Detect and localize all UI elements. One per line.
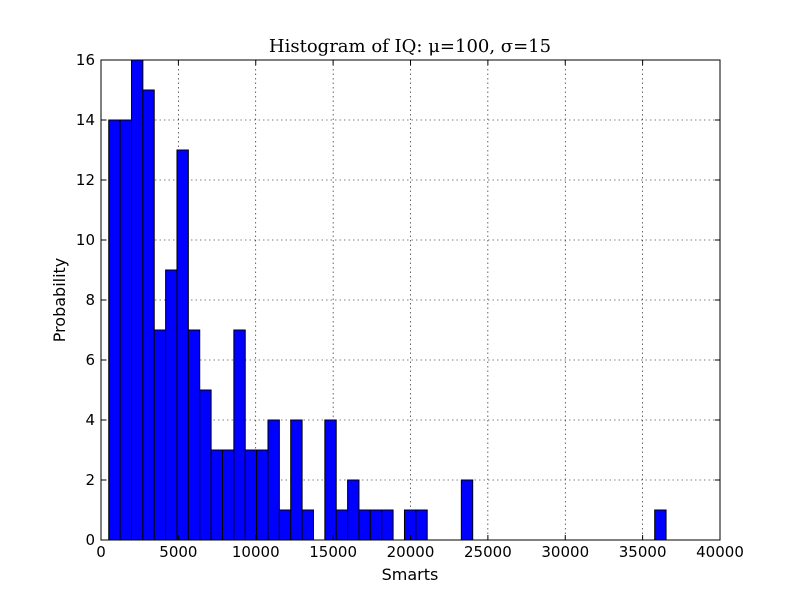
y-tick-label: 2 [85,471,95,489]
histogram-bar [165,269,178,541]
histogram-bar [358,509,371,541]
histogram-bar [108,119,121,541]
x-tick-label: 25000 [464,543,512,561]
histogram-bar [176,149,189,541]
histogram-bar [335,509,349,541]
histogram-bar [415,509,428,541]
x-tick-label: 15000 [309,543,357,561]
histogram-bars [108,59,667,541]
histogram-bar [301,509,314,541]
histogram-bar [199,389,212,541]
y-axis-label: Probability [50,258,69,343]
x-tick-label: 0 [96,543,106,561]
y-tick-label: 0 [85,531,95,549]
histogram-bar [130,59,144,541]
histogram-bar [381,509,394,541]
histogram-bar [142,89,155,541]
y-tick-label: 16 [76,51,95,69]
histogram-bar [278,509,292,541]
x-tick-label: 20000 [387,543,435,561]
y-tick-label: 6 [85,351,95,369]
histogram-bar [221,449,235,541]
histogram-bar [233,329,246,541]
x-tick-label: 30000 [541,543,589,561]
axis-ticks: 0 5000 10000 15000 20000 25000 30000 35000 40000… [76,51,744,561]
histogram-bar [460,479,474,541]
y-tick-label: 10 [76,231,95,249]
histogram-bar [369,509,383,541]
y-tick-label: 12 [76,171,95,189]
y-tick-label: 8 [85,291,95,309]
histogram-bar [187,329,201,541]
histogram-bar [324,419,337,541]
y-tick-label: 4 [85,411,95,429]
x-tick-label: 35000 [619,543,667,561]
histogram-bar [244,449,258,541]
y-tick-label: 14 [76,111,95,129]
histogram-bar [256,449,269,541]
histogram-bar [153,329,167,541]
histogram-bar [347,479,360,541]
x-tick-label: 10000 [232,543,280,561]
chart-title: Histogram of IQ: μ=100, σ=15 [269,36,551,57]
histogram-bar [210,449,223,541]
x-tick-label: 40000 [696,543,744,561]
histogram-bar [119,119,132,541]
histogram-bar [654,509,667,541]
histogram-bar [290,419,303,541]
x-tick-label: 5000 [159,543,197,561]
histogram-bar [267,419,280,541]
x-axis-label: Smarts [382,565,439,584]
